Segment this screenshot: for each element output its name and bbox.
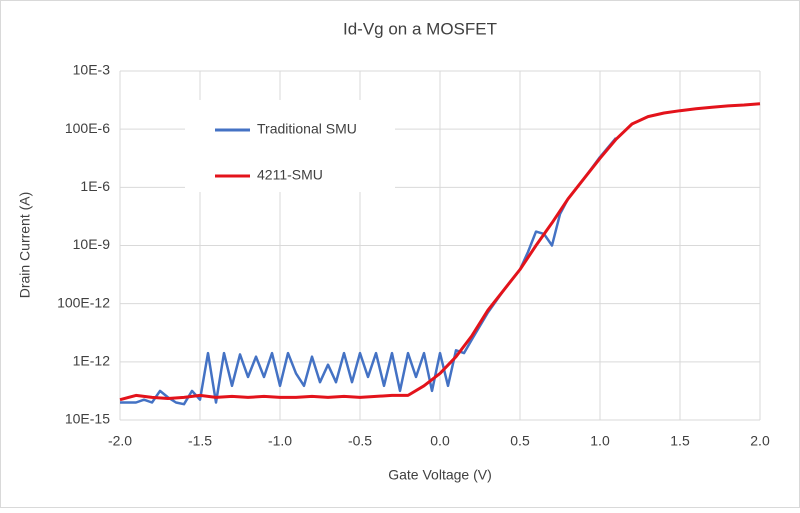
y-tick-label: 1E-12 bbox=[73, 353, 111, 369]
legend-label: Traditional SMU bbox=[257, 121, 357, 137]
x-tick-label: -1.0 bbox=[268, 433, 292, 449]
x-tick-label: 1.5 bbox=[670, 433, 690, 449]
data-line bbox=[119, 102, 761, 402]
y-axis-title: Drain Current (A) bbox=[17, 192, 33, 299]
x-tick-label: 0.0 bbox=[430, 433, 450, 449]
x-tick-label: 0.5 bbox=[510, 433, 530, 449]
legend: Traditional SMU 4211-SMU bbox=[185, 100, 395, 192]
y-tick-label: 10E-15 bbox=[65, 411, 110, 427]
y-tick-label: 10E-3 bbox=[73, 62, 111, 78]
x-tick-label: -1.5 bbox=[188, 433, 212, 449]
y-tick-label: 100E-12 bbox=[57, 294, 110, 310]
y-tick-label: 100E-6 bbox=[65, 120, 110, 136]
legend-label: 4211-SMU bbox=[257, 167, 323, 183]
x-axis-title: Gate Voltage (V) bbox=[388, 467, 492, 483]
x-tick-label: -2.0 bbox=[108, 433, 132, 449]
x-tick-label: 2.0 bbox=[750, 433, 770, 449]
x-tick-label: -0.5 bbox=[348, 433, 372, 449]
plot bbox=[119, 102, 761, 406]
y-tick-label: 10E-9 bbox=[73, 236, 111, 252]
x-tick-label: 1.0 bbox=[590, 433, 610, 449]
y-tick-label: 1E-6 bbox=[80, 178, 110, 194]
chart-title: Id-Vg on a MOSFET bbox=[343, 19, 497, 38]
